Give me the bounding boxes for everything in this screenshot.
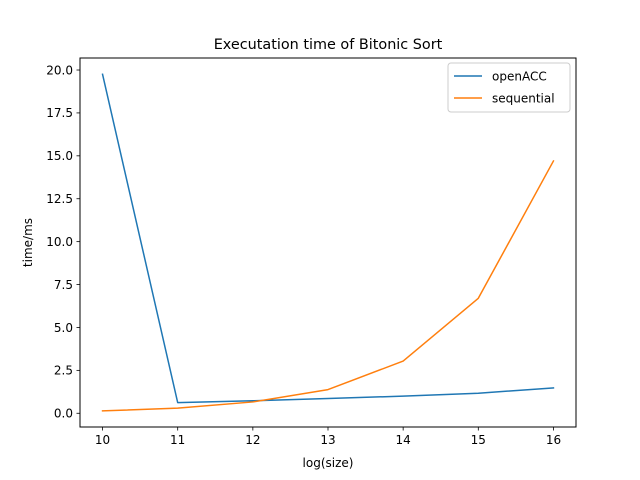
x-tick-label: 14 [396,433,411,447]
series-layer [101,73,555,412]
legend-label-sequential: sequential [492,91,555,105]
plot-frame [79,57,577,428]
x-tick-label: 15 [471,433,486,447]
y-tick-label: 15.0 [46,149,73,163]
legend: openACC sequential [447,62,571,113]
x-tick-label: 16 [546,433,561,447]
x-tick-label: 12 [245,433,260,447]
y-tick-label: 12.5 [46,192,73,206]
chart-title: Executation time of Bitonic Sort [214,37,443,53]
y-axis-ticks: 0.0 2.5 5.0 7.5 10.0 12.5 15.0 17.5 20.0 [46,63,80,421]
legend-label-openacc: openACC [492,69,547,83]
y-tick-label: 5.0 [54,321,73,335]
x-axis-ticks: 10 11 12 13 14 15 16 [95,427,561,447]
y-axis-label: time/ms [21,218,35,267]
y-tick-label: 20.0 [46,63,73,77]
y-tick-label: 7.5 [54,278,73,292]
x-tick-label: 11 [170,433,185,447]
y-tick-label: 17.5 [46,106,73,120]
y-tick-label: 2.5 [54,364,73,378]
series-line-openacc [101,73,555,404]
x-tick-label: 10 [95,433,110,447]
x-tick-label: 13 [320,433,335,447]
y-tick-label: 0.0 [54,407,73,421]
y-tick-label: 10.0 [46,235,73,249]
x-axis-label: log(size) [303,456,354,470]
series-line-sequential [101,159,555,412]
